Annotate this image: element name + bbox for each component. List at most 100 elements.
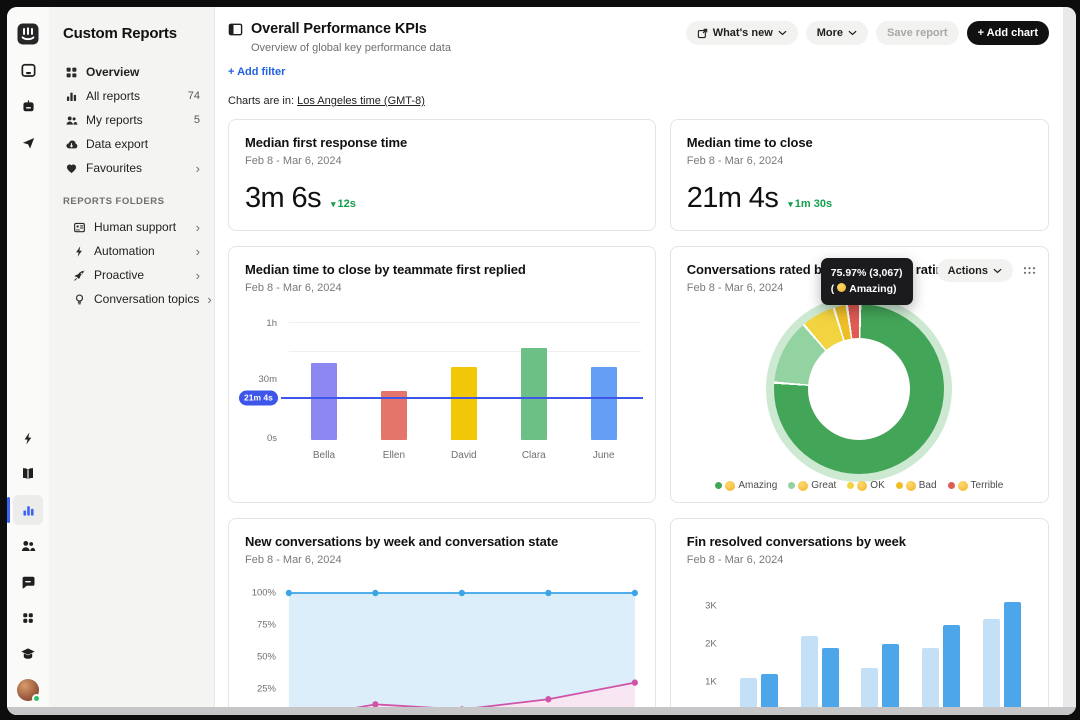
series-light-bar[interactable] xyxy=(983,619,1000,715)
sidebar-item-data-export[interactable]: Data export xyxy=(63,132,202,156)
chevron-right-icon: › xyxy=(196,221,200,234)
inbox-icon[interactable] xyxy=(13,55,43,85)
kpi-delta: ▾1m 30s xyxy=(788,198,832,210)
legend-label: Terrible xyxy=(971,480,1004,491)
sidebar-item-label: Human support xyxy=(94,220,188,234)
tooltip-label: (Amazing) xyxy=(831,281,903,297)
intercom-logo[interactable] xyxy=(13,19,43,49)
sidebar-item-label: Automation xyxy=(94,244,188,258)
grouped-bar-plot-area xyxy=(729,590,1032,715)
state-b-data-point[interactable] xyxy=(632,679,638,685)
bar-june[interactable] xyxy=(591,367,617,440)
sidebar-item-overview[interactable]: Overview xyxy=(63,60,202,84)
bar-group-week-3 xyxy=(861,644,899,715)
state-a-data-point[interactable] xyxy=(545,590,551,596)
legend-item-terrible[interactable]: Terrible xyxy=(948,480,1004,491)
sidebar-item-proactive[interactable]: Proactive › xyxy=(71,263,202,287)
series-light-bar[interactable] xyxy=(801,636,818,715)
y-tick: 100% xyxy=(252,588,276,599)
horizontal-scrollbar[interactable] xyxy=(7,707,1076,715)
tooltip-value: 75.97% (3,067) xyxy=(831,265,903,281)
card-date-range: Feb 8 - Mar 6, 2024 xyxy=(687,155,1032,167)
state-a-data-point[interactable] xyxy=(372,590,378,596)
whats-new-button[interactable]: What's new xyxy=(686,21,798,45)
outbound-icon[interactable] xyxy=(13,127,43,157)
legend-item-great[interactable]: Great xyxy=(788,480,836,491)
legend-label: Bad xyxy=(919,480,937,491)
report-layout-icon xyxy=(228,22,243,37)
academy-icon[interactable] xyxy=(13,639,43,669)
y-tick: 50% xyxy=(257,652,276,663)
card-title: Median time to close xyxy=(687,135,1032,150)
series-light-bar[interactable] xyxy=(922,648,939,715)
bar-group-week-5 xyxy=(983,602,1021,715)
bar-group-week-2 xyxy=(801,636,839,715)
apps-grid-icon[interactable] xyxy=(13,603,43,633)
x-axis-label: David xyxy=(451,450,477,461)
conversations-icon[interactable] xyxy=(13,567,43,597)
actions-button[interactable]: Actions xyxy=(937,259,1013,282)
sidebar-item-label: Proactive xyxy=(94,268,188,282)
sidebar-item-automation[interactable]: Automation › xyxy=(71,239,202,263)
area-chart[interactable] xyxy=(285,590,639,715)
y-tick: 75% xyxy=(257,620,276,631)
state-b-data-point[interactable] xyxy=(545,696,551,702)
legend-label: Amazing xyxy=(738,480,777,491)
y-tick: 3K xyxy=(705,601,717,612)
card-median-time-to-close: Median time to close Feb 8 - Mar 6, 2024… xyxy=(670,119,1049,231)
state-a-data-point[interactable] xyxy=(286,590,292,596)
automation-rail-icon[interactable] xyxy=(13,423,43,453)
bar-bella[interactable] xyxy=(311,363,337,440)
series-dark-bar[interactable] xyxy=(882,644,899,715)
legend-dot xyxy=(896,482,903,489)
sidebar-title: Custom Reports xyxy=(63,25,202,42)
series-dark-bar[interactable] xyxy=(943,625,960,715)
sidebar-item-label: My reports xyxy=(86,113,186,127)
user-avatar[interactable] xyxy=(13,675,43,705)
sidebar-item-human-support[interactable]: Human support › xyxy=(71,215,202,239)
sidebar-item-conversation-topics[interactable]: Conversation topics › xyxy=(71,287,202,311)
add-chart-button[interactable]: + Add chart xyxy=(967,21,1049,45)
legend-label: Great xyxy=(811,480,836,491)
fin-ai-icon[interactable] xyxy=(13,91,43,121)
y-axis: 1h 30m 0s xyxy=(245,322,289,440)
chart-tooltip: 75.97% (3,067) (Amazing) xyxy=(821,258,913,305)
vertical-scrollbar[interactable] xyxy=(1063,7,1076,715)
legend-item-ok[interactable]: OK xyxy=(847,480,884,491)
sidebar-item-label: Data export xyxy=(86,137,200,151)
reports-sidebar: Custom Reports Overview All reports 74 M… xyxy=(49,7,215,715)
bar-group-week-4 xyxy=(922,625,960,715)
drag-handle-icon[interactable] xyxy=(1023,266,1036,275)
online-status-dot xyxy=(32,694,41,703)
add-filter-button[interactable]: + Add filter xyxy=(228,66,285,78)
state-a-data-point[interactable] xyxy=(632,590,638,596)
sidebar-item-label: All reports xyxy=(86,89,180,103)
state-a-data-point[interactable] xyxy=(459,590,465,596)
series-dark-bar[interactable] xyxy=(1004,602,1021,715)
legend-item-bad[interactable]: Bad xyxy=(896,480,937,491)
more-button[interactable]: More xyxy=(806,21,868,45)
timezone-link[interactable]: Los Angeles time (GMT-8) xyxy=(297,95,425,107)
kpi-delta-value: 1m 30s xyxy=(795,198,832,210)
legend-item-amazing[interactable]: Amazing xyxy=(715,480,777,491)
avatar xyxy=(17,679,39,701)
kpi-value: 21m 4s xyxy=(687,182,779,215)
sidebar-item-favourites[interactable]: Favourites › xyxy=(63,156,202,180)
reports-rail-icon[interactable] xyxy=(13,495,43,525)
csat-donut-chart[interactable] xyxy=(774,304,944,474)
heart-icon xyxy=(65,162,78,175)
save-report-button[interactable]: Save report xyxy=(876,21,959,45)
card-title: Fin resolved conversations by week xyxy=(687,534,1032,549)
whats-new-label: What's new xyxy=(713,27,773,39)
amazing-emoji-icon xyxy=(725,481,735,491)
y-tick: 1K xyxy=(705,677,717,688)
chevron-right-icon: › xyxy=(196,162,200,175)
contacts-icon[interactable] xyxy=(13,531,43,561)
bar-clara[interactable] xyxy=(521,348,547,440)
sidebar-item-all-reports[interactable]: All reports 74 xyxy=(63,84,202,108)
sidebar-item-my-reports[interactable]: My reports 5 xyxy=(63,108,202,132)
rocket-icon xyxy=(73,269,86,282)
knowledge-icon[interactable] xyxy=(13,459,43,489)
bar-david[interactable] xyxy=(451,367,477,440)
series-dark-bar[interactable] xyxy=(822,648,839,715)
